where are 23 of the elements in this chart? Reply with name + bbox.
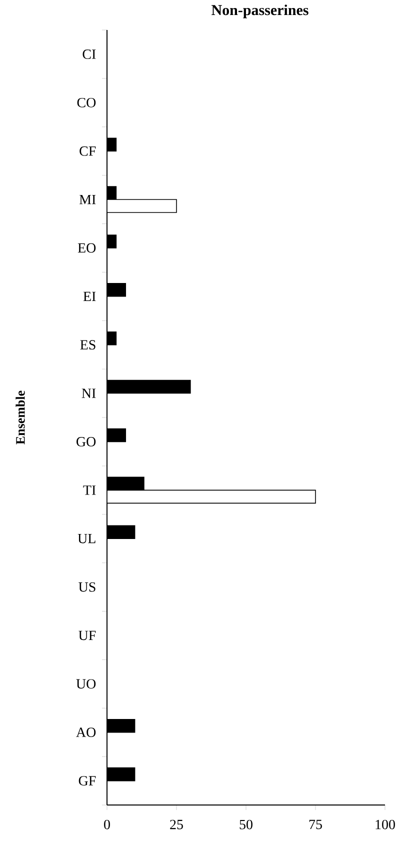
y-tick-label: US (78, 582, 96, 592)
y-tick-label: UF (78, 630, 96, 640)
y-tick-label: EI (83, 292, 96, 301)
y-tick-label: CI (82, 50, 96, 59)
y-tick-label: NI (82, 388, 96, 398)
y-tick-label: AO (76, 728, 96, 738)
y-tick-label: UO (76, 679, 96, 689)
y-tick-label: ES (80, 340, 96, 350)
x-tick-label: 50 (240, 820, 252, 830)
chart-title: Non-passerines (212, 4, 308, 18)
y-tick-label: GF (78, 776, 96, 786)
y-axis-title: Ensemble (16, 390, 25, 444)
y-tick-label: CO (77, 98, 96, 108)
y-tick-label: GO (76, 437, 96, 446)
y-tick-label: TI (83, 486, 96, 495)
x-tick-label: 100 (376, 820, 395, 830)
y-tick-label: UL (78, 534, 96, 544)
x-tick-label: 25 (170, 820, 183, 830)
x-tick-label: 0 (104, 820, 110, 830)
y-tick-label: CF (80, 146, 96, 156)
y-tick-label: EO (78, 243, 96, 253)
x-tick-label: 75 (309, 820, 322, 830)
y-tick-label: MI (79, 194, 96, 204)
